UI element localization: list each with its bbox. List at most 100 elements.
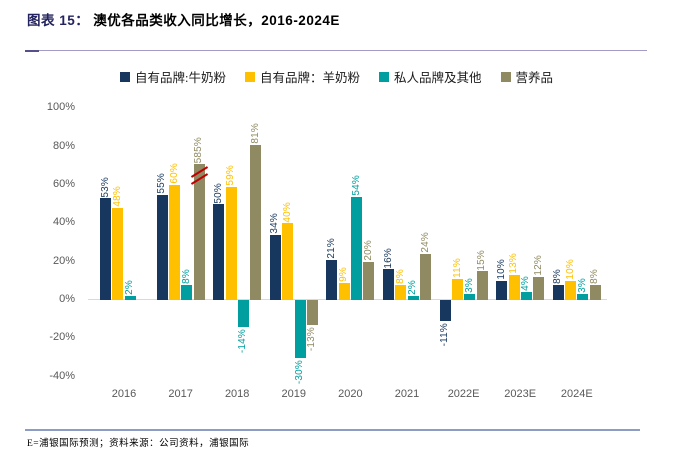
bar-value-label: 20% [362, 240, 374, 261]
bar-私人品牌及其他-2020 [351, 196, 363, 300]
bar-私人品牌及其他-2021 [407, 296, 419, 300]
bar-value-label: 16% [382, 247, 394, 269]
bar-自有品牌：羊奶粉-2016 [112, 208, 124, 300]
legend-swatch-icon [244, 71, 255, 82]
bar-营养品-2021 [420, 254, 431, 300]
bar-自有品牌:牛奶粉-2018 [213, 204, 225, 300]
bar-营养品-2017 [193, 163, 205, 300]
bar-营养品-2019 [306, 300, 318, 325]
legend-swatch-icon [378, 71, 389, 82]
bar-自有品牌:牛奶粉-2016 [100, 198, 111, 300]
y-axis-tick-label: 0% [59, 293, 75, 305]
y-axis-tick-label: 40% [52, 216, 75, 229]
x-axis-category-label: 2016 [111, 388, 137, 400]
bar-自有品牌：羊奶粉-2024E [565, 280, 577, 300]
bar-value-label: 3% [463, 278, 475, 294]
bar-value-label: 2% [407, 280, 419, 296]
x-axis-category-label: 2020 [338, 388, 363, 400]
legend-label: 自有品牌：羊奶粉 [259, 71, 360, 85]
bar-私人品牌及其他-2017 [181, 284, 193, 300]
x-axis-category-label: 2018 [224, 388, 250, 400]
bar-营养品-2023E [533, 277, 545, 300]
bar-value-label: 40% [281, 201, 293, 223]
source-note: E=浦银国际预测；资料来源：公司资料，浦银国际 [27, 439, 250, 449]
bar-value-label: 4% [520, 276, 532, 292]
x-axis-category-label: 2017 [168, 388, 193, 400]
bar-自有品牌:牛奶粉-2021 [383, 269, 395, 300]
legend-item: 营养品 [500, 67, 554, 86]
bar-私人品牌及其他-2018 [237, 300, 249, 327]
title-divider [25, 50, 647, 52]
legend-item: 自有品牌:牛奶粉 [119, 67, 226, 86]
bar-value-label: 8% [589, 268, 601, 284]
bar-自有品牌：羊奶粉-2020 [338, 282, 350, 300]
y-axis-tick-label: 80% [52, 139, 75, 152]
x-axis-line [88, 299, 607, 300]
bar-自有品牌:牛奶粉-2024E [552, 284, 564, 300]
figure-title-text: 澳优各品类收入同比增长，2016-2024E [93, 13, 340, 28]
bar-value-label: 10% [495, 259, 507, 280]
legend-swatch-icon [119, 71, 130, 82]
bar-value-label: 3% [576, 278, 588, 294]
bar-自有品牌：羊奶粉-2021 [395, 284, 407, 300]
bar-value-label: 15% [476, 249, 488, 271]
bar-营养品-2024E [589, 284, 601, 300]
axis-break-mark [190, 166, 208, 178]
bar-自有品牌：羊奶粉-2022E [452, 278, 463, 300]
title-divider-tip [25, 50, 39, 52]
bar-自有品牌:牛奶粉-2020 [326, 259, 338, 300]
chart-legend: 自有品牌:牛奶粉 自有品牌：羊奶粉 私人品牌及其他 营养品 [0, 67, 673, 86]
figure-number: 图表 15： [27, 13, 90, 28]
bar-自有品牌：羊奶粉-2018 [225, 186, 237, 300]
x-axis-category-label: 2022E [447, 388, 480, 400]
bar-value-label: 8% [180, 268, 192, 284]
bar-营养品-2018 [250, 144, 262, 300]
bar-value-label: 54% [350, 174, 362, 196]
legend-label: 营养品 [515, 71, 554, 85]
x-axis-category-label: 2024E [560, 388, 593, 400]
y-axis-tick-label: 20% [52, 254, 75, 267]
figure-title: 图表 15： 澳优各品类收入同比增长，2016-2024E [27, 9, 340, 29]
y-axis-tick-label: -20% [49, 331, 75, 344]
bar-私人品牌及其他-2019 [294, 300, 306, 358]
bar-value-label: -11% [439, 323, 451, 347]
bar-自有品牌:牛奶粉-2019 [269, 234, 281, 300]
x-axis-category-label: 2019 [281, 388, 307, 400]
legend-item: 私人品牌及其他 [378, 67, 482, 86]
y-axis-tick-label: -40% [49, 369, 75, 382]
bar-value-label: 8% [552, 268, 564, 284]
bar-value-label: 60% [168, 163, 180, 184]
axis-break-mark [190, 173, 208, 185]
bar-value-label: 50% [212, 182, 224, 204]
bar-value-label: 55% [156, 172, 168, 194]
bar-私人品牌及其他-2016 [124, 296, 136, 300]
bar-value-label: 21% [325, 238, 337, 259]
bar-value-label: 81% [249, 123, 261, 144]
bar-value-label: 34% [269, 213, 281, 234]
bar-私人品牌及其他-2023E [520, 292, 532, 300]
legend-swatch-icon [500, 71, 511, 82]
bar-私人品牌及其他-2022E [464, 294, 476, 300]
legend-label: 自有品牌:牛奶粉 [134, 71, 226, 85]
bar-私人品牌及其他-2024E [577, 294, 589, 300]
bar-自有品牌：羊奶粉-2023E [508, 275, 520, 300]
bar-自有品牌：羊奶粉-2019 [282, 223, 294, 300]
bar-value-label: 48% [111, 186, 123, 207]
bar-value-label: -30% [294, 359, 305, 384]
bar-value-label: 9% [338, 266, 350, 282]
x-axis-category-label: 2021 [394, 388, 420, 400]
bar-value-label: 12% [532, 255, 544, 276]
bar-自有品牌:牛奶粉-2023E [496, 280, 508, 300]
x-axis-category-label: 2023E [504, 388, 537, 400]
bar-value-label: 585% [193, 136, 205, 163]
bar-营养品-2022E [476, 271, 488, 300]
bar-value-label: 53% [99, 176, 111, 198]
y-axis-tick-label: 60% [52, 178, 75, 190]
bar-营养品-2020 [363, 261, 375, 300]
legend-label: 私人品牌及其他 [393, 71, 482, 85]
bar-value-label: 59% [225, 165, 237, 186]
bar-value-label: 13% [508, 253, 520, 275]
bar-value-label: 11% [451, 258, 463, 278]
bar-value-label: 8% [394, 268, 406, 284]
